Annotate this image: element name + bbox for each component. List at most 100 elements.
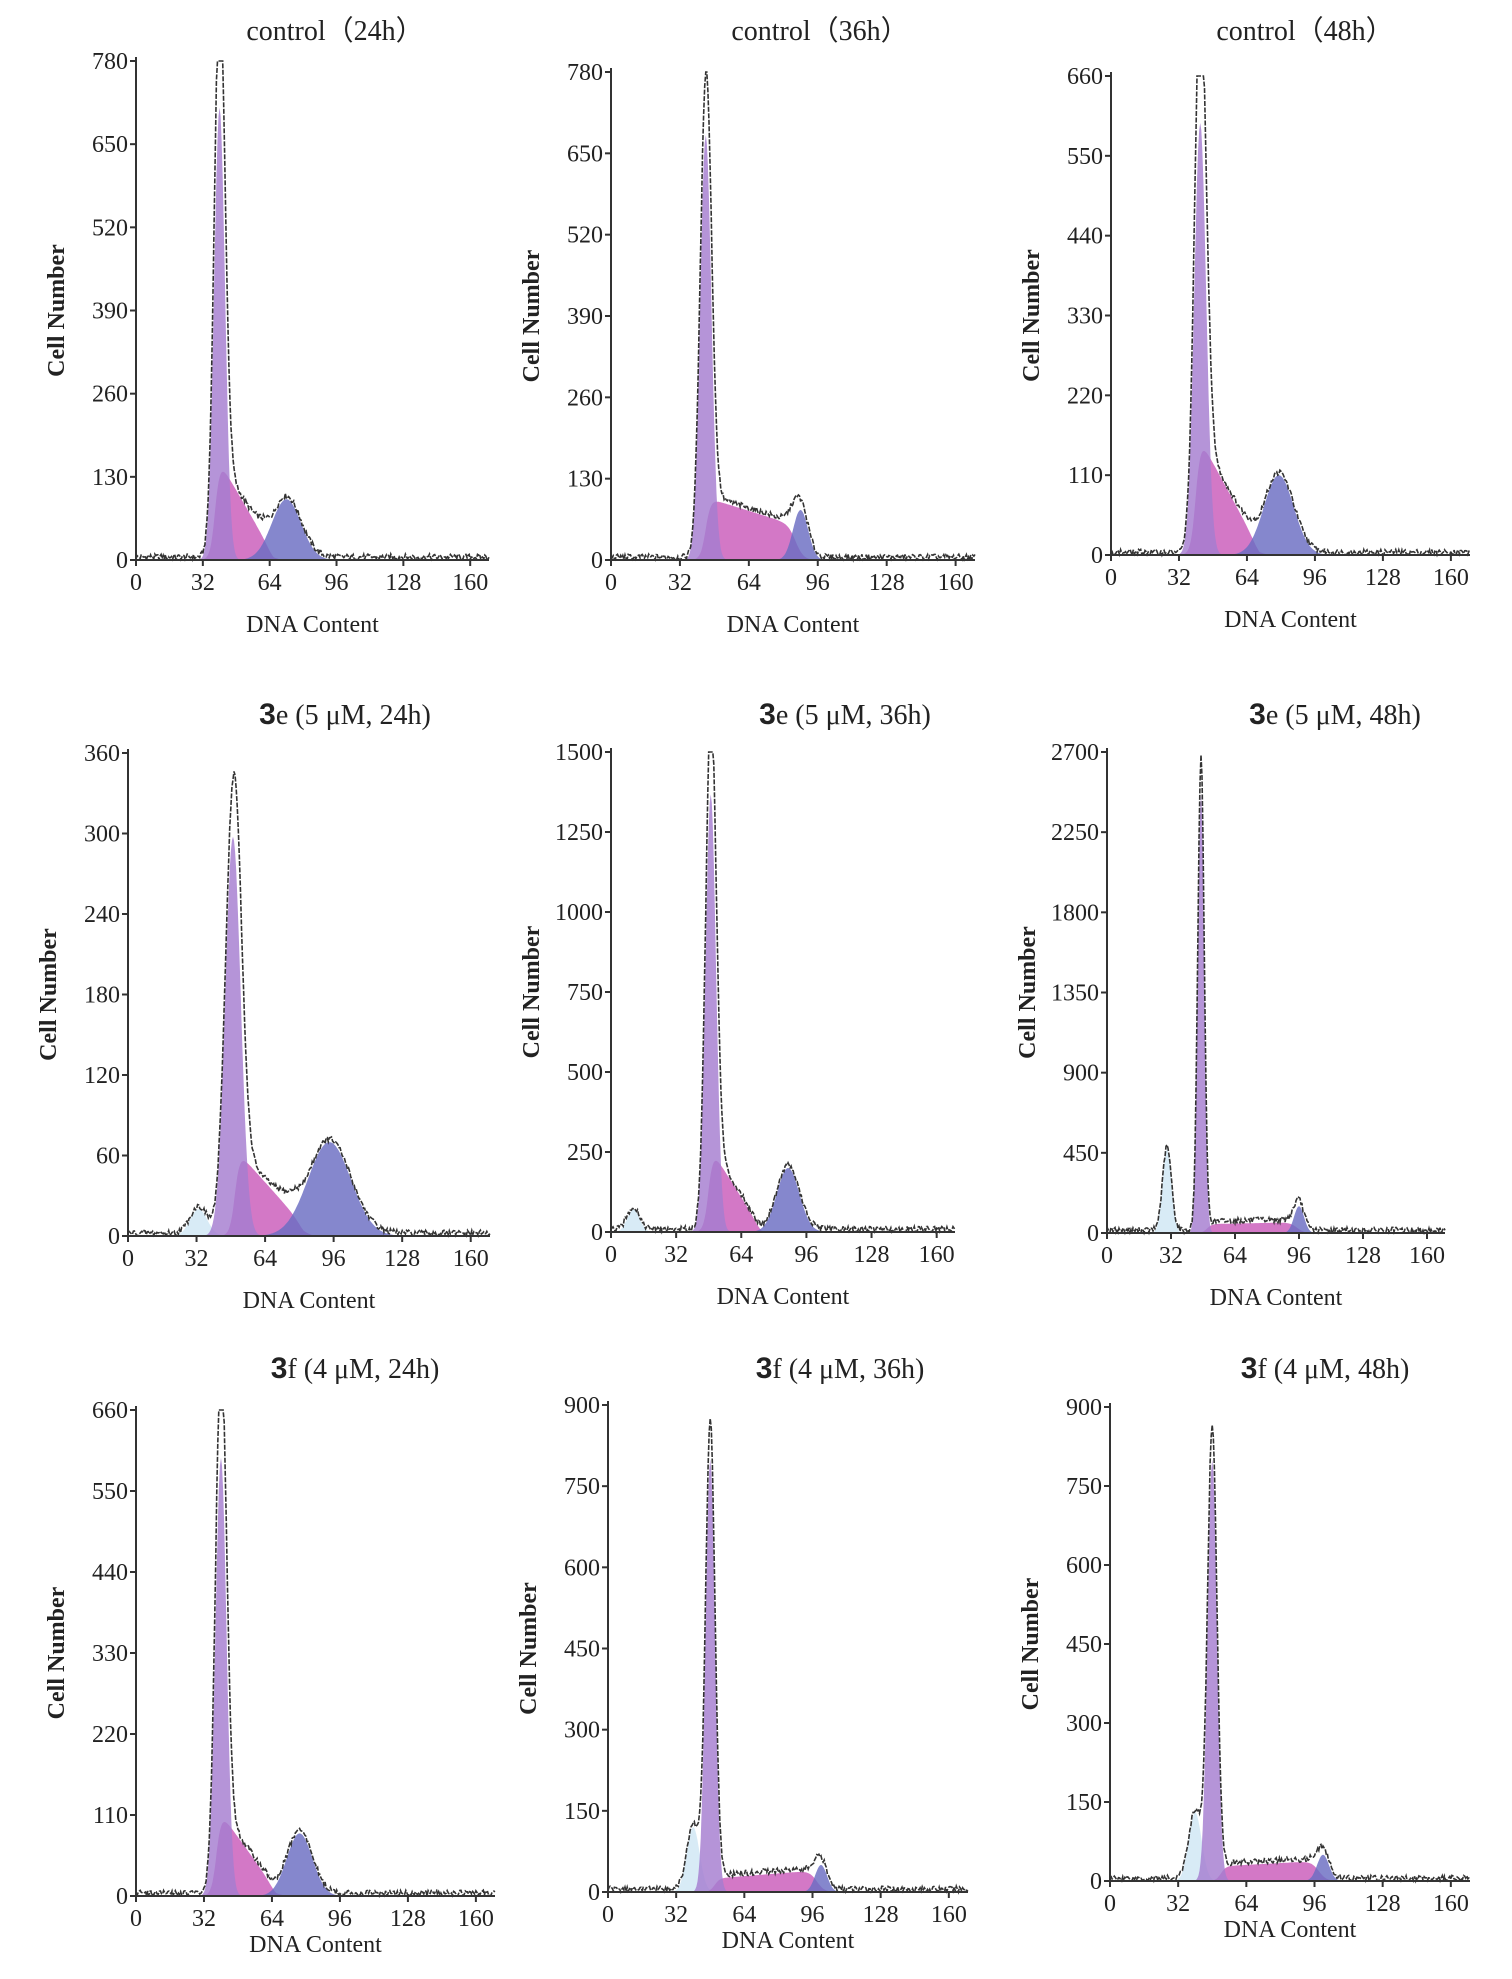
x-axis-label: DNA Content [243,1288,376,1314]
histogram-panel-3: 0 110 220 330 440 550 660 0 32 64 96 128 160 DNA Cont… [1019,15,1471,633]
panel-title: 3f (4 μM, 48h) [1241,1352,1410,1385]
y-tick-label: 0 [591,1220,603,1246]
x-tick-label: 64 [253,1246,277,1272]
s-phase-area [1107,1222,1445,1233]
y-tick-label: 2250 [1051,820,1099,846]
y-tick-label: 500 [567,1060,603,1086]
x-tick-label: 96 [800,1902,824,1928]
g1-peak [1111,123,1470,555]
x-tick-label: 64 [732,1902,756,1928]
y-tick-label: 750 [567,980,603,1006]
s-phase-area [608,1871,968,1892]
y-tick-label: 0 [116,548,128,574]
g2-peak [611,509,975,560]
x-tick-label: 96 [322,1246,346,1272]
x-tick-label: 96 [325,570,349,596]
y-tick-label: 180 [84,983,120,1009]
x-axis-label: DNA Content [1224,607,1357,633]
y-tick-label: 260 [567,385,603,411]
x-tick-label: 32 [192,1906,216,1932]
y-tick-label: 450 [1063,1141,1099,1167]
histogram-outline [135,60,490,563]
y-tick-label: 330 [92,1641,128,1667]
x-tick-label: 0 [1104,1891,1116,1917]
x-tick-label: 32 [1167,565,1191,591]
title-text: f (4 μM, 36h) [772,1354,924,1385]
y-tick-label: 600 [564,1555,600,1581]
y-axis-label: Cell Number [1018,1577,1044,1710]
g2-peak [136,1833,495,1896]
x-tick-label: 128 [384,1246,420,1272]
y-tick-label: 650 [567,141,603,167]
x-tick-label: 128 [863,1902,899,1928]
y-tick-label: 1500 [555,740,603,766]
x-tick-label: 0 [602,1902,614,1928]
panel-title: control（48h） [1216,15,1393,47]
x-tick-label: 32 [1159,1243,1183,1269]
y-tick-label: 0 [116,1884,128,1910]
x-tick-label: 160 [931,1902,967,1928]
x-tick-label: 64 [1223,1243,1247,1269]
histogram-panel-9: 0 150 300 450 600 750 900 0 32 64 96 128 160 DNA Cont… [1018,1352,1471,1943]
panel-title: control（36h） [731,15,908,47]
y-tick-label: 260 [92,382,128,408]
x-tick-label: 32 [664,1902,688,1928]
y-tick-label: 110 [93,1803,128,1829]
x-tick-label: 32 [191,570,215,596]
x-tick-label: 64 [1235,565,1259,591]
title-text: control（24h） [246,15,423,47]
y-tick-label: 440 [1067,224,1103,250]
y-tick-label: 2700 [1051,740,1099,766]
y-tick-label: 780 [92,49,128,75]
x-axis-label: DNA Content [1224,1917,1357,1943]
sub-g1-peak [128,1209,490,1236]
y-tick-label: 550 [1067,144,1103,170]
compound-label: 3 [759,698,776,731]
y-axis-label: Cell Number [44,1586,70,1719]
panel-title: 3e (5 μM, 24h) [259,698,431,731]
y-axis-label: Cell Number [519,925,545,1058]
y-axis-label: Cell Number [44,244,70,377]
y-tick-label: 440 [92,1560,128,1586]
panel-title: 3f (4 μM, 36h) [756,1352,925,1385]
x-tick-label: 0 [130,570,142,596]
y-tick-label: 300 [564,1718,600,1744]
x-tick-label: 160 [453,1246,489,1272]
panel-title: 3e (5 μM, 36h) [759,698,931,731]
x-tick-label: 128 [385,570,421,596]
g1-peak [1107,794,1445,1233]
x-tick-label: 32 [664,1242,688,1268]
compound-label: 3 [1241,1352,1258,1385]
x-tick-label: 64 [737,570,761,596]
sub-g1-peak [608,1827,968,1892]
compound-label: 3 [756,1352,773,1385]
y-tick-label: 1250 [555,820,603,846]
y-tick-label: 240 [84,902,120,928]
x-axis-label: DNA Content [249,1932,382,1958]
x-axis-label: DNA Content [722,1928,855,1954]
x-axis-label: DNA Content [727,612,860,638]
x-tick-label: 32 [185,1246,209,1272]
title-text: e (5 μM, 36h) [776,700,931,731]
x-tick-label: 160 [452,570,488,596]
histogram-panel-2: 0 130 260 390 520 650 780 0 32 64 96 128 160 DNA Cont… [519,15,976,638]
s-phase-area [1110,1862,1470,1881]
y-tick-label: 220 [1067,383,1103,409]
x-tick-label: 96 [794,1242,818,1268]
histogram-panel-6: 0 450 900 1350 1800 2250 2700 0 32 64 96 128 160 DNA … [1015,698,1446,1311]
x-tick-label: 128 [1345,1243,1381,1269]
y-axis-label: Cell Number [1019,249,1045,382]
g2-peak [611,1168,955,1232]
histogram-panel-5: 0 250 500 750 1000 1250 1500 0 32 64 96 128 160 DNA C… [519,698,956,1310]
panel-title: control（24h） [246,15,423,47]
title-text: e (5 μM, 24h) [276,700,431,731]
y-tick-label: 0 [591,548,603,574]
histogram-outline [127,771,491,1239]
g1-peak [128,836,490,1236]
x-tick-label: 0 [1105,565,1117,591]
title-text: control（48h） [1216,15,1393,47]
y-tick-label: 130 [92,465,128,491]
x-axis-label: DNA Content [246,612,379,638]
y-tick-label: 600 [1066,1553,1102,1579]
x-axis-label: DNA Content [1210,1285,1343,1311]
